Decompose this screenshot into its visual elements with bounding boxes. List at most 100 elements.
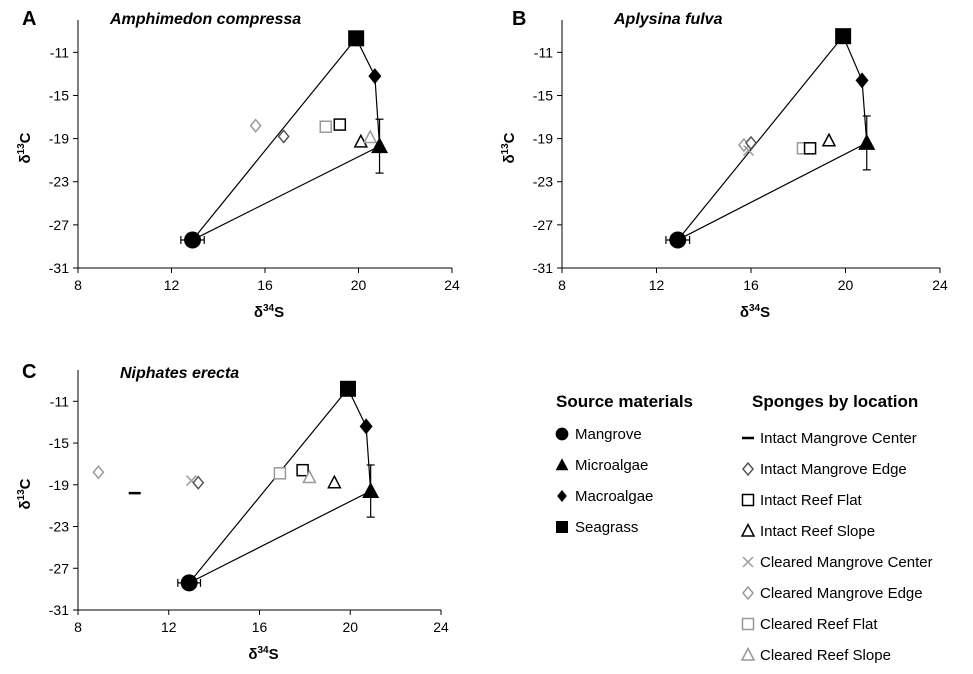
x-tick-label: 12 [161, 619, 177, 635]
x-axis-label: δ34S [254, 303, 284, 321]
legend-source-label: Mangrove [575, 426, 642, 443]
y-tick-label: -19 [49, 477, 69, 493]
triangle-marker [858, 133, 876, 150]
source-point [669, 231, 687, 249]
square-open-marker [803, 142, 817, 155]
diamond-open-marker [249, 118, 262, 133]
panel-letter: B [512, 8, 526, 30]
sponge-point [333, 118, 347, 131]
legend-source-marker [555, 458, 569, 471]
y-tick-label: -31 [533, 260, 553, 276]
x-tick-label: 16 [257, 277, 273, 293]
sponge-point [296, 463, 309, 477]
diamond-marker [557, 490, 567, 502]
triangle-open-marker [740, 522, 756, 537]
panel-title: Amphimedon compressa [109, 11, 301, 28]
legend: Source materials Mangrove Microalgae Macroa… [555, 392, 933, 664]
legend-sponge-marker [742, 556, 754, 568]
legend-sponge-label: Intact Mangrove Center [760, 430, 917, 447]
legend-sponge-marker [742, 461, 754, 477]
x-tick-label: 12 [164, 277, 180, 293]
square-marker [835, 28, 852, 45]
legend-sponge-marker [740, 646, 756, 661]
x-tick-label: 16 [743, 277, 759, 293]
x-tick-label: 24 [433, 619, 449, 635]
x-tick-label: 8 [74, 277, 82, 293]
legend-sponge-title: Sponges by location [752, 392, 918, 411]
y-tick-label: -15 [533, 87, 553, 103]
x-marker-stroke [185, 475, 197, 487]
y-tick-label: -31 [49, 602, 69, 618]
triangle-open-marker [302, 469, 317, 484]
x-tick-label: 20 [351, 277, 367, 293]
diamond-open-marker [742, 461, 754, 477]
legend-sponge-label: Intact Mangrove Edge [760, 461, 907, 478]
x-tick-label: 12 [649, 277, 665, 293]
triangle-open-marker [362, 129, 378, 144]
legend-source-marker [557, 490, 567, 502]
diamond-open-marker [742, 585, 754, 601]
triangle-marker [362, 482, 380, 499]
square-open-marker [741, 493, 755, 507]
legend-source-label: Microalgae [575, 457, 648, 474]
square-open-marker [319, 120, 333, 133]
y-tick-label: -11 [50, 393, 69, 409]
y-tick-label: -15 [49, 87, 69, 103]
panel-c: C Niphates erecta 8 12 16 20 24 -11 -15 -19 -23 -27… [16, 361, 449, 663]
square-open-marker [741, 617, 755, 631]
y-tick-label: -27 [49, 217, 69, 233]
y-tick-label: -27 [533, 217, 553, 233]
legend-source-title: Source materials [556, 392, 693, 411]
y-tick-label: -19 [49, 131, 69, 147]
sponge-point [327, 474, 342, 489]
y-tick-label: -11 [534, 44, 553, 60]
x-axis-label: δ34S [248, 645, 278, 663]
x-tick-label: 20 [342, 619, 358, 635]
legend-sponge-marker [741, 493, 755, 507]
y-axis-label: δ13C [500, 132, 518, 163]
source-point [855, 72, 869, 89]
y-tick-label: -23 [49, 519, 69, 535]
sponge-point [192, 475, 205, 490]
sponge-point [319, 120, 333, 133]
legend-sponge-label: Cleared Mangrove Center [760, 554, 933, 571]
panel-b: B Aplysina fulva 8 12 16 20 24 -11 -15 -19 -23 -27 -… [500, 8, 948, 321]
square-marker [556, 521, 568, 533]
circle-marker [555, 427, 569, 441]
panel-title: Aplysina fulva [613, 11, 723, 28]
x-marker-stroke [742, 556, 754, 568]
square-marker [339, 380, 356, 397]
panel-a: A Amphimedon compressa 8 12 16 20 24 -11 -15 -19 -… [16, 8, 460, 321]
sponge-point [353, 133, 369, 148]
source-point [339, 380, 356, 397]
sponge-point [821, 132, 837, 147]
triangle-open-marker [353, 133, 369, 148]
triangle-open-marker [740, 646, 756, 661]
y-tick-label: -11 [50, 44, 69, 60]
mixing-polygon [188, 387, 372, 584]
diamond-open-marker [192, 475, 205, 490]
legend-source-marker [556, 521, 568, 533]
x-tick-label: 20 [838, 277, 854, 293]
diamond-marker [855, 72, 869, 89]
triangle-marker [371, 137, 389, 154]
sponge-point [362, 129, 378, 144]
panel-title: Niphates erecta [120, 365, 239, 382]
sponge-point [273, 467, 287, 480]
legend-sponge-label: Cleared Reef Slope [760, 647, 891, 664]
sponge-point [92, 465, 105, 480]
triangle-open-marker [327, 474, 342, 489]
x-tick-label: 8 [558, 277, 566, 293]
source-point [180, 574, 198, 592]
y-axis-label: δ13C [16, 132, 34, 163]
legend-sponge-marker [740, 522, 756, 537]
legend-source-marker [555, 427, 569, 441]
panel-letter: C [22, 361, 36, 383]
diamond-marker [359, 418, 373, 435]
source-point [858, 133, 876, 150]
x-tick-label: 24 [932, 277, 948, 293]
source-point [371, 137, 389, 154]
diamond-open-marker [745, 135, 757, 151]
circle-marker [669, 231, 687, 249]
